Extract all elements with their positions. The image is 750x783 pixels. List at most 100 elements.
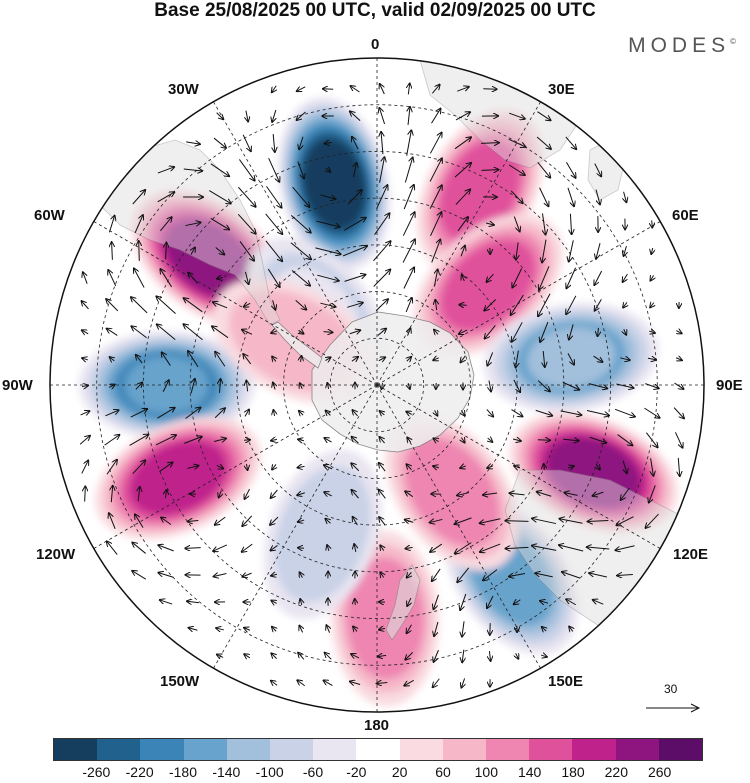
wind-vector xyxy=(381,132,383,155)
wind-vector xyxy=(162,380,169,392)
wind-vector xyxy=(353,627,357,632)
wind-vector xyxy=(326,168,331,172)
wind-vector xyxy=(673,407,684,419)
wind-vector xyxy=(299,411,303,415)
lon-label-150w: 150W xyxy=(160,673,200,690)
wind-vector xyxy=(273,133,275,152)
wind-vector xyxy=(431,85,439,94)
wind-vector xyxy=(488,438,493,442)
wind-vector xyxy=(484,299,497,310)
wind-vector xyxy=(542,213,545,234)
wind-vector xyxy=(462,621,464,636)
wind-vector xyxy=(560,410,582,415)
wind-vector xyxy=(459,330,468,334)
wind-vector xyxy=(300,383,302,388)
wind-vector xyxy=(271,489,278,498)
wind-vector xyxy=(374,213,390,235)
wind-vector xyxy=(455,517,472,524)
wind-vector xyxy=(508,138,526,147)
wind-vector xyxy=(621,487,630,500)
wind-vector xyxy=(540,601,549,603)
wind-vector xyxy=(186,142,200,144)
wind-vector xyxy=(82,301,89,310)
wind-vector xyxy=(352,137,359,150)
colorbar-tick-label: -220 xyxy=(125,764,154,780)
wind-vector xyxy=(623,273,628,282)
wind-vector xyxy=(481,143,499,144)
wind-vector xyxy=(373,241,390,262)
wind-vector xyxy=(350,682,361,685)
wind-vector xyxy=(81,385,88,386)
wind-vector xyxy=(324,465,333,469)
colorbar-tick-label: 60 xyxy=(435,764,451,780)
arrow-right-icon xyxy=(646,703,701,713)
wind-vector xyxy=(652,220,653,227)
wind-vector xyxy=(217,655,224,658)
wind-vector xyxy=(485,325,496,338)
wind-vector xyxy=(352,437,359,444)
wind-vector xyxy=(429,133,441,154)
wind-vector xyxy=(351,357,358,361)
wind-vector xyxy=(379,490,386,499)
wind-vector xyxy=(645,432,657,448)
wind-vector xyxy=(165,490,166,499)
wind-vector xyxy=(380,545,383,550)
wind-vector xyxy=(215,516,226,525)
wind-vector xyxy=(539,266,550,289)
wind-vector xyxy=(109,513,116,530)
wind-vector xyxy=(299,330,304,333)
wind-vector xyxy=(544,464,545,471)
wind-vector xyxy=(566,267,577,289)
wind-vector xyxy=(327,383,328,390)
colorbar-tick-label: -60 xyxy=(302,764,324,780)
wind-vector xyxy=(513,379,520,392)
wind-vector xyxy=(486,409,493,416)
wind-vector xyxy=(216,465,223,468)
wind-vector xyxy=(511,294,524,315)
wind-vector xyxy=(430,519,443,522)
wind-vector xyxy=(646,513,659,528)
wind-vector xyxy=(460,466,466,468)
wind-vector xyxy=(217,277,224,278)
wind-vector xyxy=(589,436,607,443)
wind-vector xyxy=(378,655,387,656)
wind-vector xyxy=(405,491,414,498)
wind-vector xyxy=(212,326,229,339)
wind-vector xyxy=(676,331,681,334)
wind-vector xyxy=(381,382,382,389)
wind-vector xyxy=(614,408,635,416)
wind-vector xyxy=(650,275,653,280)
wind-vector xyxy=(112,242,113,260)
wind-vector xyxy=(379,157,385,183)
wind-vector xyxy=(593,492,604,496)
wind-vector xyxy=(429,158,442,182)
wind-vector xyxy=(188,273,199,284)
wind-vector xyxy=(326,625,329,633)
wind-vector xyxy=(623,302,627,307)
wind-vector xyxy=(455,542,472,554)
wind-vector xyxy=(569,240,574,261)
wind-vector xyxy=(675,432,682,447)
wind-vector xyxy=(107,329,118,336)
wind-vector xyxy=(509,573,526,576)
anomaly-contour xyxy=(306,145,362,223)
colorbar-tick-label: 220 xyxy=(604,764,629,780)
wind-vector xyxy=(300,572,303,577)
wind-vector xyxy=(559,545,584,552)
wind-vector xyxy=(408,84,409,95)
wind-vector xyxy=(514,600,521,605)
wind-vector xyxy=(104,435,120,446)
latitude-circle xyxy=(283,291,471,479)
wind-vector xyxy=(138,487,140,502)
wind-vector xyxy=(81,461,88,474)
wind-vector xyxy=(132,543,146,554)
colorbar-swatch xyxy=(140,739,184,760)
wind-vector xyxy=(272,464,276,469)
colorbar-ticks: -260 -220 -180 -140 -100 -60 -20 20 60 100 140 180 2… xyxy=(0,764,750,782)
colorbar-tick-label: 180 xyxy=(561,764,585,780)
wind-vector xyxy=(644,407,659,418)
wind-vector xyxy=(129,435,149,446)
wind-vector xyxy=(210,218,229,229)
wind-vector xyxy=(188,351,199,368)
wind-vector xyxy=(157,167,174,174)
